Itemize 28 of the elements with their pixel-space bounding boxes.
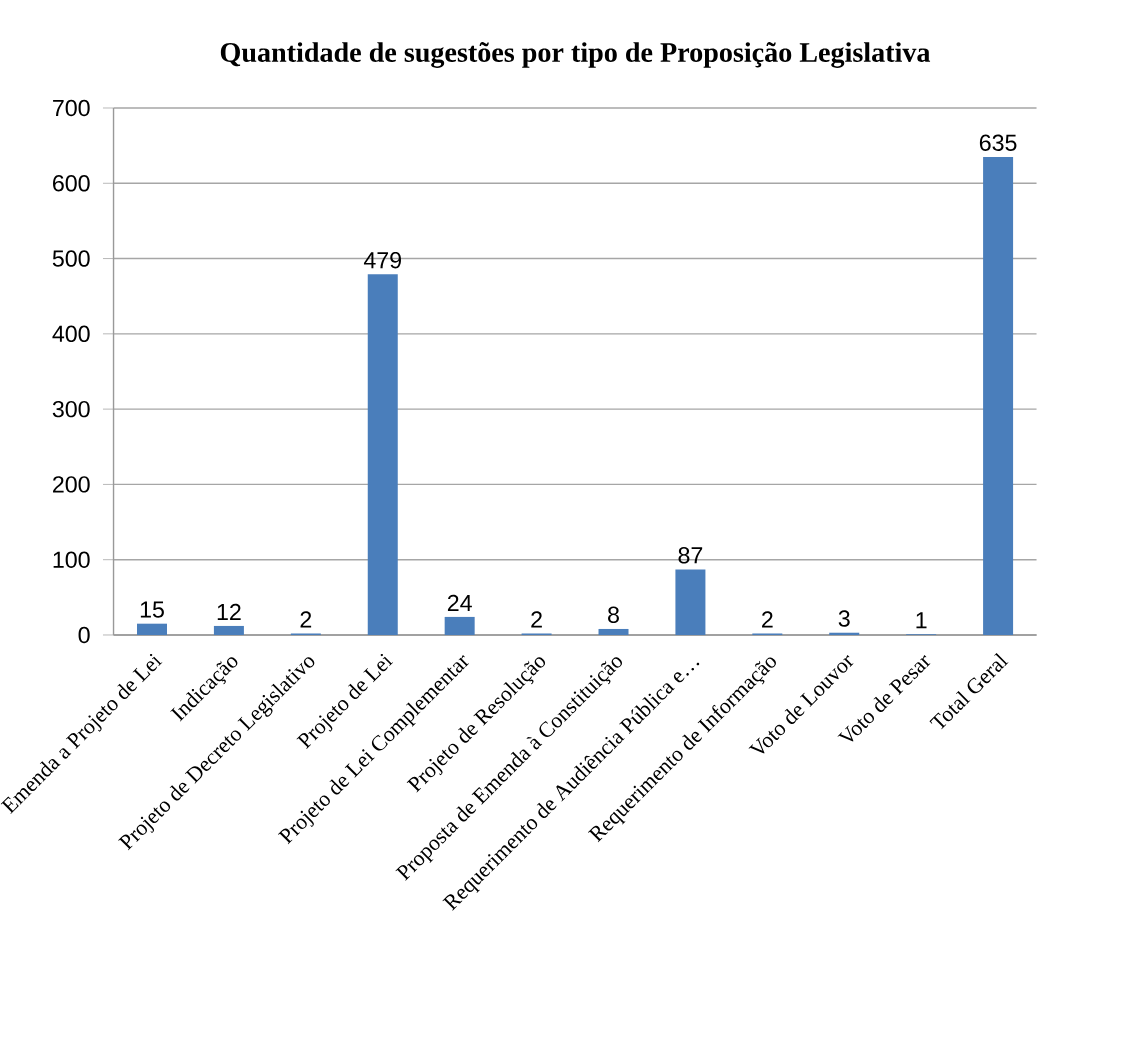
bar <box>675 569 706 635</box>
y-tick-label: 100 <box>53 551 90 568</box>
y-tick-label: 500 <box>52 250 90 267</box>
data-label: 2 <box>531 611 542 628</box>
data-label: 15 <box>140 601 164 618</box>
data-label: 635 <box>979 134 1017 151</box>
bar <box>213 625 244 635</box>
data-label: 2 <box>300 611 312 628</box>
bar <box>598 628 629 635</box>
bar <box>444 616 475 635</box>
data-label: 87 <box>678 547 703 564</box>
y-tick-label: 300 <box>52 400 90 418</box>
data-label: 3 <box>838 610 850 627</box>
data-label: 479 <box>363 251 401 269</box>
y-tick-label: 200 <box>53 476 90 493</box>
bar <box>137 623 167 635</box>
y-tick-label: 600 <box>53 175 90 192</box>
data-label: 12 <box>217 603 241 620</box>
y-tick-label: 0 <box>78 626 90 644</box>
bar <box>983 156 1014 635</box>
y-tick-label: 700 <box>53 99 90 117</box>
data-label: 2 <box>762 611 773 628</box>
y-tick-label: 400 <box>52 325 90 343</box>
chart-title: Quantidade de sugestões por tipo de Proposição Legislativa <box>220 42 931 68</box>
data-label: 1 <box>916 612 927 629</box>
data-label: 8 <box>608 606 619 623</box>
data-label: 24 <box>447 594 472 611</box>
bar <box>367 274 398 635</box>
